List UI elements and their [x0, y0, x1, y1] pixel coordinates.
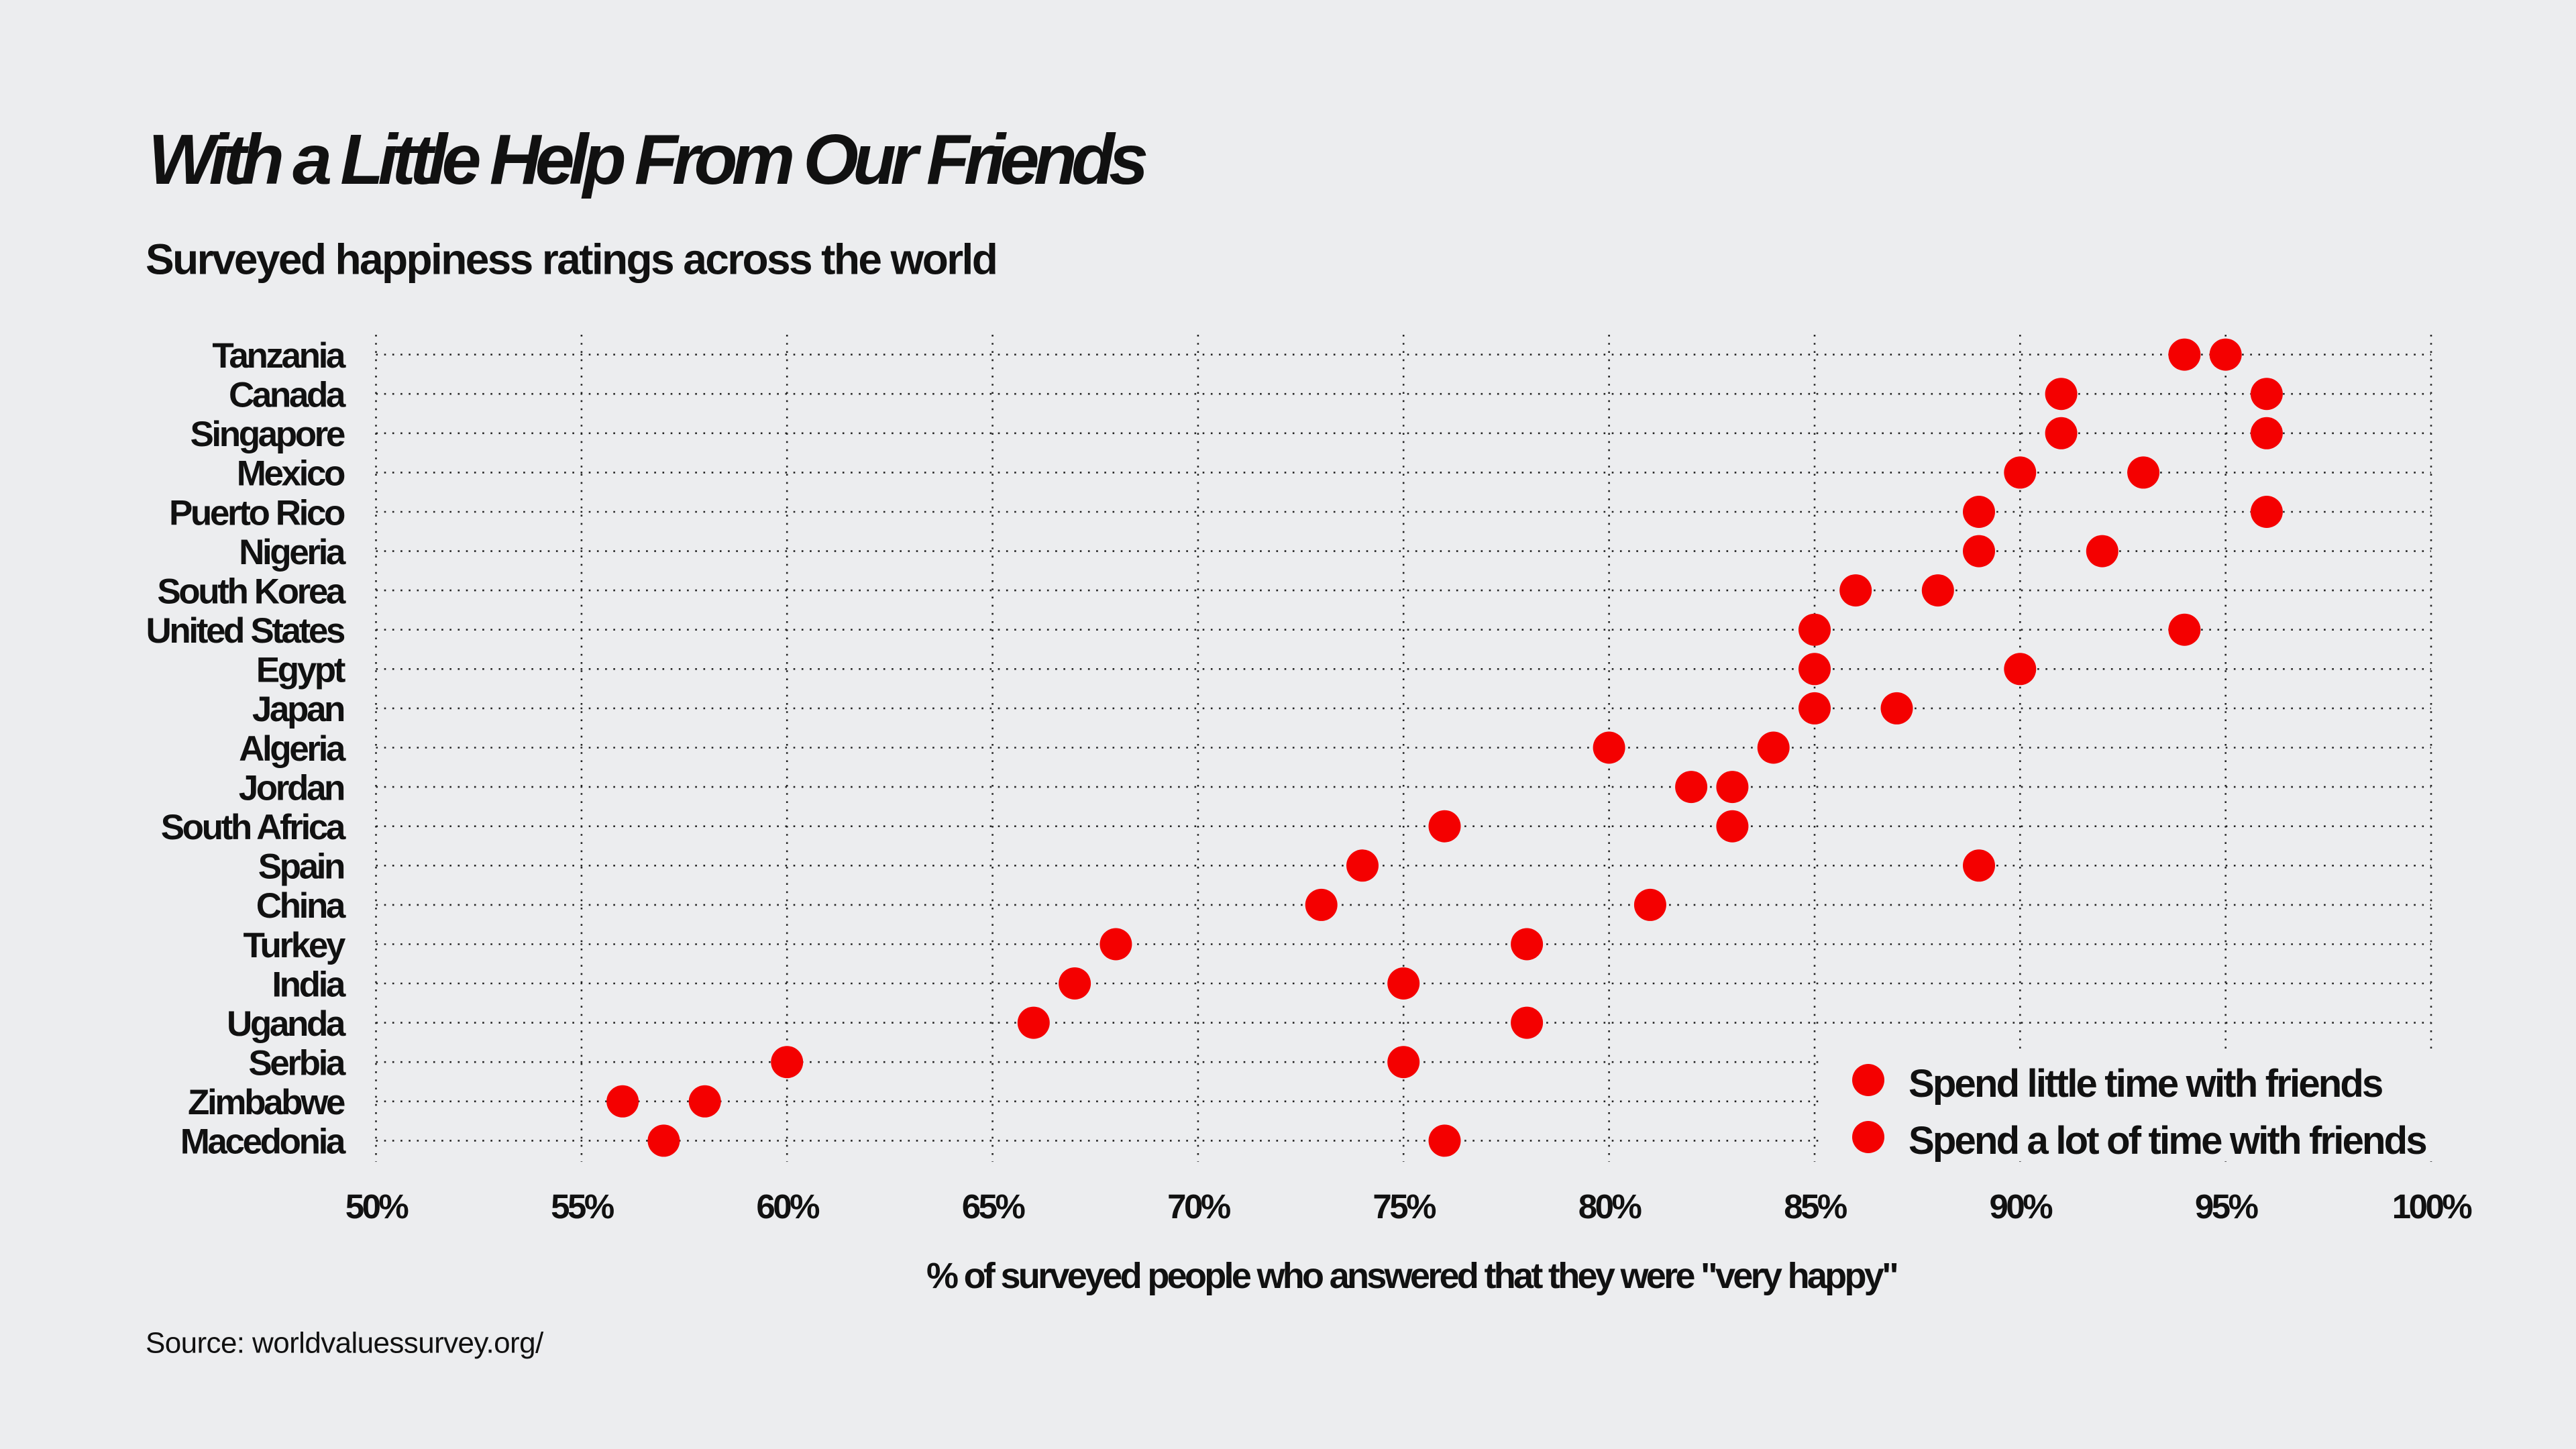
svg-text:Nigeria: Nigeria — [239, 533, 346, 572]
svg-text:Japan: Japan — [252, 690, 344, 729]
svg-text:South Korea: South Korea — [157, 572, 346, 611]
svg-text:Canada: Canada — [229, 376, 346, 415]
svg-text:Puerto Rico: Puerto Rico — [169, 493, 345, 533]
svg-text:Singapore: Singapore — [190, 415, 344, 454]
svg-text:% of surveyed people who answe: % of surveyed people who answered that t… — [926, 1256, 1897, 1296]
svg-text:With a Little Help From Our Fr: With a Little Help From Our Friends — [148, 120, 1146, 199]
svg-text:Tanzania: Tanzania — [212, 336, 346, 376]
svg-text:Jordan: Jordan — [239, 768, 344, 808]
svg-text:Source: worldvaluessurvey.org/: Source: worldvaluessurvey.org/ — [146, 1327, 544, 1360]
svg-text:60%: 60% — [756, 1187, 819, 1226]
svg-text:United States: United States — [146, 611, 345, 651]
svg-text:Spain: Spain — [258, 847, 344, 887]
svg-text:75%: 75% — [1373, 1187, 1436, 1226]
svg-text:South Africa: South Africa — [161, 808, 346, 847]
svg-text:Zimbabwe: Zimbabwe — [188, 1083, 345, 1122]
svg-text:Serbia: Serbia — [248, 1044, 346, 1083]
svg-text:China: China — [256, 886, 346, 926]
svg-text:Mexico: Mexico — [237, 454, 345, 494]
svg-text:50%: 50% — [345, 1187, 409, 1226]
svg-text:Turkey: Turkey — [244, 926, 346, 965]
svg-text:95%: 95% — [2195, 1187, 2258, 1226]
svg-text:80%: 80% — [1578, 1187, 1642, 1226]
svg-text:Surveyed happiness ratings acr: Surveyed happiness ratings across the wo… — [146, 235, 996, 284]
svg-text:Uganda: Uganda — [227, 1004, 346, 1044]
svg-text:Macedonia: Macedonia — [180, 1122, 346, 1162]
svg-text:India: India — [272, 965, 346, 1004]
svg-text:Algeria: Algeria — [239, 729, 346, 769]
svg-text:Egypt: Egypt — [256, 651, 345, 690]
svg-text:55%: 55% — [551, 1187, 614, 1226]
svg-text:85%: 85% — [1784, 1187, 1847, 1226]
svg-text:Spend little time with friends: Spend little time with friends — [1909, 1062, 2382, 1106]
svg-text:65%: 65% — [962, 1187, 1025, 1226]
svg-text:Spend a lot of time with frien: Spend a lot of time with friends — [1909, 1119, 2426, 1163]
svg-text:70%: 70% — [1167, 1187, 1230, 1226]
svg-text:90%: 90% — [1990, 1187, 2053, 1226]
svg-text:100%: 100% — [2392, 1187, 2472, 1226]
